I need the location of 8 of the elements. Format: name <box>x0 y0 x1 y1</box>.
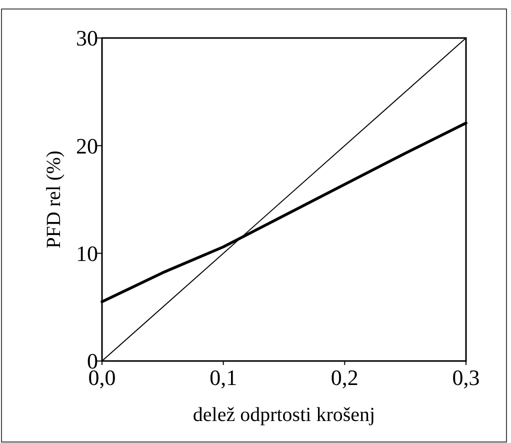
x-tick-label: 0,2 <box>330 365 358 390</box>
y-tick-label: 20 <box>76 133 98 158</box>
x-tick-label: 0,3 <box>452 365 480 390</box>
x-axis-title: delež odprtosti krošenj <box>192 404 376 426</box>
y-axis-title: PFD rel (%) <box>43 150 65 248</box>
x-tick-label: 0,1 <box>210 365 238 390</box>
y-tick-label: 10 <box>76 241 98 266</box>
y-tick-label: 30 <box>76 26 98 51</box>
